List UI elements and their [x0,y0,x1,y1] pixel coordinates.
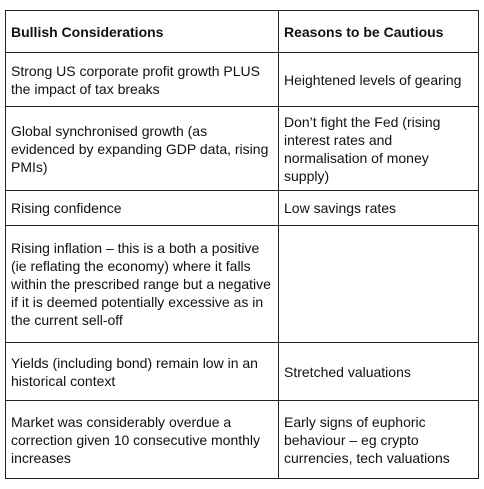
table-cell: Don’t fight the Fed (rising interest rat… [278,106,479,191]
table-cell: Global synchronised growth (as evidenced… [5,106,279,191]
comparison-table: Bullish Considerations Reasons to be Caut… [5,10,479,479]
table-row: Market was considerably overdue a correc… [5,400,479,479]
table-cell: Heightened levels of gearing [278,52,479,107]
table-row: Rising confidence Low savings rates [5,190,479,226]
table-row: Rising inflation – this is a both a posi… [5,225,479,343]
table-cell: Market was considerably overdue a correc… [5,400,279,479]
table-cell: Yields (including bond) remain low in an… [5,342,279,401]
table-cell: Early signs of euphoric behaviour – eg c… [278,400,479,479]
table-row: Strong US corporate profit growth PLUS t… [5,52,479,107]
table-row: Yields (including bond) remain low in an… [5,342,479,401]
header-cell: Bullish Considerations [5,10,279,53]
header-cell: Reasons to be Cautious [278,10,479,53]
table-cell [278,225,479,343]
table-cell: Stretched valuations [278,342,479,401]
header-row: Bullish Considerations Reasons to be Caut… [5,10,479,53]
table-cell: Low savings rates [278,190,479,226]
table-cell: Rising inflation – this is a both a posi… [5,225,279,343]
table-cell: Rising confidence [5,190,279,226]
table-cell: Strong US corporate profit growth PLUS t… [5,52,279,107]
table-row: Global synchronised growth (as evidenced… [5,106,479,191]
